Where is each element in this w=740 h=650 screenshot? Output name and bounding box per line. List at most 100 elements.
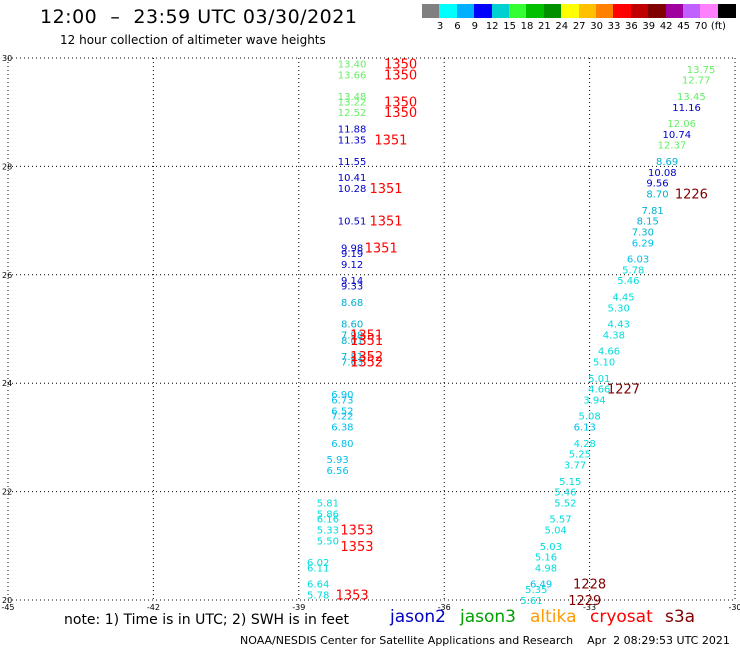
scale-label: (ft): [710, 21, 726, 32]
scale-swatch: [474, 4, 493, 18]
wave-height-label: 9.33: [341, 282, 363, 293]
wave-height-label: 5.93: [326, 455, 348, 466]
wave-height-label: 5.30: [608, 303, 630, 314]
wave-height-label: 6.52: [331, 406, 353, 417]
wave-height-label: 13.75: [687, 65, 716, 76]
wave-height-label: 5.78: [622, 265, 644, 276]
scale-swatch: [578, 4, 597, 18]
wave-height-label: 6.03: [627, 255, 649, 266]
wave-height-label: 9.12: [341, 260, 363, 271]
pass-number-label: 1352: [350, 356, 383, 371]
pass-number-label: 1350: [384, 57, 417, 72]
pass-number-label: 1353: [340, 540, 373, 555]
wave-height-label: 4.38: [603, 330, 625, 341]
wave-height-label: 8.70: [646, 190, 668, 201]
pass-number-label: 1352: [350, 350, 383, 365]
wave-height-label: 6.38: [331, 423, 353, 434]
wave-height-label: 13.48: [338, 92, 367, 103]
wave-height-label: 13.66: [338, 70, 367, 81]
credit-line: NOAA/NESDIS Center for Satellite Applica…: [240, 634, 730, 647]
wave-height-label: 6.64: [307, 580, 329, 591]
wave-height-label: 10.08: [648, 168, 677, 179]
scale-label: 6: [454, 21, 461, 32]
pass-number-label: 1353: [336, 589, 369, 604]
wave-height-label: 10.74: [663, 130, 692, 141]
wave-height-label: 7.30: [632, 227, 654, 238]
wave-height-label: 5.86: [317, 509, 339, 520]
pass-number-label: 1353: [340, 524, 373, 539]
scale-label: 12: [485, 21, 499, 32]
wave-height-label: 4.66: [598, 347, 620, 358]
wave-height-label: 10.51: [338, 217, 367, 228]
scale-swatch: [700, 4, 719, 18]
wave-height-label: 7.22: [331, 412, 353, 423]
pass-number-label: 1227: [607, 383, 640, 398]
wave-height-label: 4.43: [608, 320, 630, 331]
wave-height-label: 8.60: [341, 320, 363, 331]
y-tick-label: 26: [2, 271, 12, 280]
pass-number-label: 1350: [384, 95, 417, 110]
scale-label: 33: [607, 21, 621, 32]
wave-height-label: 13.40: [338, 59, 367, 70]
pass-number-label: 1351: [374, 133, 407, 148]
wave-height-label: 3.77: [564, 461, 586, 472]
scale-swatch: [491, 4, 510, 18]
scale-swatch: [543, 4, 562, 18]
wave-height-label: 4.66: [588, 385, 610, 396]
legend-jason2: jason2: [390, 607, 446, 627]
y-tick-label: 28: [2, 162, 12, 171]
wave-height-label: 9.14: [341, 276, 363, 287]
wave-height-label: 7.81: [641, 206, 663, 217]
x-tick-label: -39: [292, 603, 305, 612]
scale-label: 30: [590, 21, 603, 32]
wave-height-label: 5.08: [578, 412, 600, 423]
wave-height-label: 6.02: [307, 558, 329, 569]
legend-cryosat: cryosat: [590, 607, 653, 627]
wave-height-label: 6.49: [530, 580, 552, 591]
wave-height-label: 5.33: [317, 526, 339, 537]
wave-height-label: 13.22: [338, 97, 367, 108]
wave-height-label: 5.04: [545, 526, 567, 537]
pass-number-label: 1350: [384, 106, 417, 121]
wave-height-label: 6.90: [331, 390, 353, 401]
wave-height-label: 6.73: [331, 395, 353, 406]
legend-jason3: jason3: [460, 607, 516, 627]
wave-height-label: 11.35: [338, 135, 367, 146]
pass-number-label: 1229: [568, 594, 601, 609]
legend-s3a: s3a: [665, 607, 696, 627]
pass-number-label: 1351: [369, 182, 402, 197]
wave-height-label: 5.25: [569, 450, 591, 461]
wave-height-label: 5.01: [588, 374, 610, 385]
wave-height-label: 5.57: [549, 515, 571, 526]
pass-number-label: 1228: [573, 578, 606, 593]
wave-height-label: 5.10: [593, 358, 615, 369]
scale-swatch: [648, 4, 667, 18]
pass-number-label: 1351: [350, 328, 383, 343]
chart-title: 12:00 – 23:59 UTC 03/30/2021: [40, 6, 358, 28]
wave-height-label: 7.98: [341, 330, 363, 341]
pass-number-label: 1350: [384, 68, 417, 83]
wave-height-label: 5.81: [317, 498, 339, 509]
wave-height-label: 7.63: [341, 358, 363, 369]
wave-height-label: 6.29: [632, 238, 654, 249]
scale-label: 70: [694, 21, 708, 32]
wave-height-label: 12.06: [667, 119, 696, 130]
scale-label: 36: [625, 21, 638, 32]
wave-height-label: 9.19: [341, 249, 363, 260]
wave-height-label: 6.16: [317, 515, 339, 526]
x-tick-label: -30: [728, 603, 740, 612]
chart-subtitle: 12 hour collection of altimeter wave hei…: [60, 33, 326, 47]
legend-altika: altika: [530, 607, 577, 627]
wave-height-label: 11.55: [338, 157, 367, 168]
scale-swatch: [509, 4, 527, 18]
scale-swatch: [439, 4, 458, 18]
wave-height-label: 12.77: [682, 76, 711, 87]
wave-height-label: 8.68: [341, 298, 363, 309]
scale-swatch: [613, 4, 632, 18]
wave-height-label: 8.15: [637, 217, 659, 228]
wave-height-label: 10.41: [338, 173, 367, 184]
wave-height-label: 12.52: [338, 108, 367, 119]
wave-height-label: 5.15: [559, 477, 581, 488]
wave-height-label: 5.46: [554, 488, 576, 499]
